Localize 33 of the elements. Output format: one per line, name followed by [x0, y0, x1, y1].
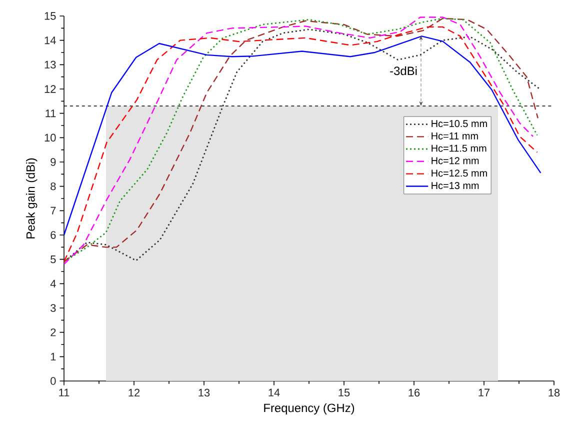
y-tick-label: 4 — [50, 280, 56, 288]
x-tick-label: 12 — [128, 388, 140, 396]
x-tick-label: 13 — [198, 388, 210, 397]
legend-label: Hc=13 mm — [432, 182, 479, 190]
y-tick-label: 12 — [44, 85, 56, 93]
x-tick-label: 14 — [268, 388, 280, 396]
x-axis-title: Frequency (GHz) — [264, 403, 354, 415]
y-tick-label: 5 — [50, 256, 56, 264]
y-tick-label: 8 — [50, 182, 56, 190]
y-tick-label: 13 — [44, 60, 56, 69]
x-tick-label: 11 — [59, 388, 70, 396]
y-tick-label: 14 — [44, 36, 56, 44]
legend-label: Hc=10.5 mm — [432, 120, 487, 128]
annotation: -3dBi — [390, 66, 417, 76]
legend-label: Hc=11.5 mm — [432, 144, 486, 152]
legend-label: Hc=12.5 mm — [432, 170, 487, 177]
y-tick-label: 9 — [50, 158, 56, 166]
x-tick-label: 15 — [338, 388, 350, 396]
x-tick-label: 18 — [548, 388, 560, 397]
y-tick-label: 7 — [50, 206, 56, 214]
y-tick-label: 1 — [50, 352, 56, 360]
x-tick-label: 16 — [408, 388, 420, 397]
y-tick-label: 11 — [46, 110, 56, 118]
y-tick-label: 3 — [50, 304, 56, 312]
legend-label: Hc=12 mm — [432, 157, 479, 164]
y-axis-title: Peak gain (dBi) — [26, 158, 38, 238]
y-tick-label: 6 — [50, 231, 56, 239]
legend-label: Hc=11 mm — [432, 132, 478, 140]
y-tick-label: 0 — [50, 377, 56, 385]
y-tick-label: 15 — [44, 12, 56, 20]
x-tick-label: 17 — [478, 388, 490, 396]
y-tick-label: 10 — [44, 134, 56, 142]
y-tick-label: 2 — [50, 328, 56, 336]
